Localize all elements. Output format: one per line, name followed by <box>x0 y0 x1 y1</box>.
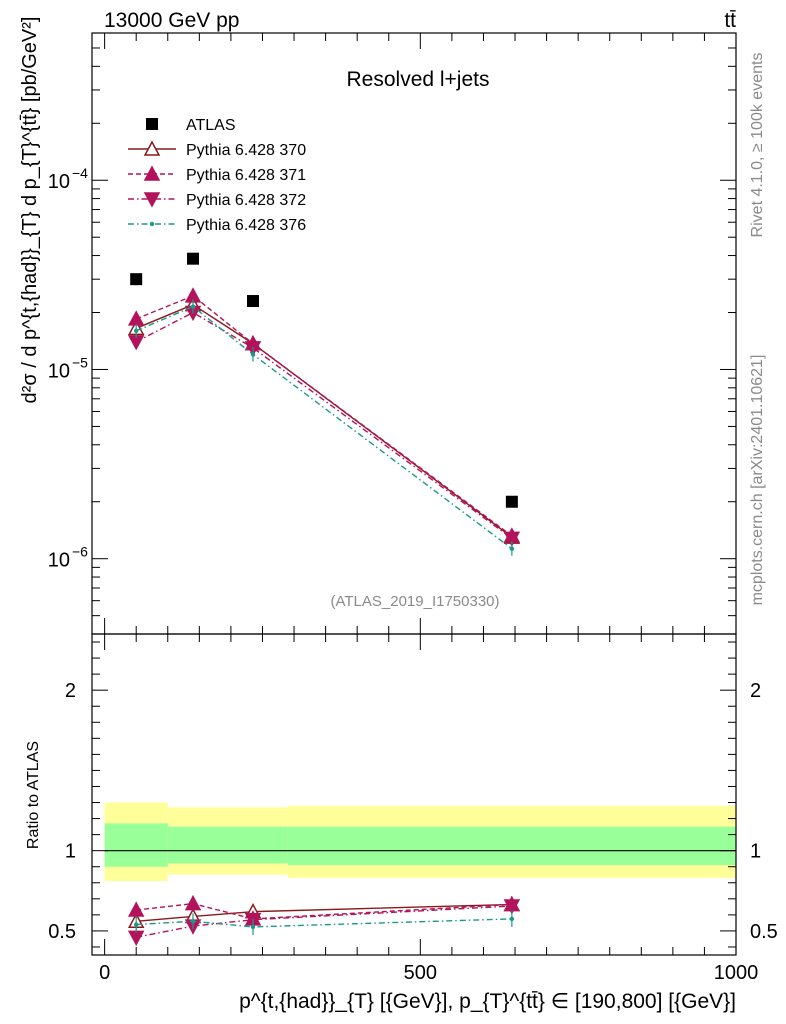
data-point <box>133 328 139 334</box>
data-point <box>190 304 196 309</box>
main-y-axis-label: d²σ / d p^{t,{had}}_{T} d p_{T}^{tt̄} [p… <box>19 17 41 404</box>
ratio-point <box>190 919 196 924</box>
ratio-point <box>509 916 515 922</box>
ratio-line <box>136 918 512 928</box>
rivet-version-label: Rivet 4.1.0, ≥ 100k events <box>749 53 766 238</box>
ratio-point <box>503 899 521 915</box>
ratio-line <box>136 902 512 920</box>
ratio-y-tick-label-right: 1 <box>750 841 761 863</box>
main-y-tick-exponent: −6 <box>72 544 88 560</box>
series-line <box>135 295 513 537</box>
legend-marker <box>146 118 158 130</box>
x-tick-label: 0 <box>99 962 110 984</box>
data-point <box>250 352 256 357</box>
process-label: tt̄ <box>724 9 736 32</box>
series-line <box>135 303 513 538</box>
ratio-point <box>184 895 202 911</box>
legend-marker <box>149 221 155 227</box>
ratio-y-tick-label: 0.5 <box>48 921 76 943</box>
legend-marker <box>143 192 161 208</box>
legend-label: Pythia 6.428 372 <box>186 192 306 209</box>
legend-marker <box>143 165 161 181</box>
data-point <box>505 495 518 508</box>
data-point <box>127 310 145 326</box>
main-y-tick-exponent: −5 <box>72 354 88 370</box>
ratio-frame <box>91 633 737 956</box>
x-tick-label: 500 <box>404 962 437 984</box>
series-line <box>135 305 513 550</box>
data-point <box>247 295 259 308</box>
chart-title: Resolved l+jets <box>347 68 490 91</box>
ratio-point <box>127 930 145 946</box>
series-line <box>135 311 513 539</box>
analysis-tag: (ATLAS_2019_I1750330) <box>330 593 499 610</box>
ratio-y-axis-label: Ratio to ATLAS <box>25 741 42 849</box>
uncertainty-band <box>104 823 168 867</box>
ratio-panel: 0.5 0.5 1 1 2 2 0 500 1000 <box>48 633 778 984</box>
series-pythia-6-428-370 <box>127 296 521 545</box>
ratio-y-tick-label: 1 <box>65 841 76 863</box>
ratio-y-tick-label: 2 <box>65 680 76 702</box>
main-y-tick-label: 10 <box>48 360 70 382</box>
series-pythia-6-428-371 <box>127 287 521 543</box>
ratio-series-pythia-6-428-376 <box>133 910 515 935</box>
legend: ATLAS Pythia 6.428 370 Pythia 6.428 371 Pyt… <box>128 117 306 234</box>
main-y-tick-label: 10 <box>48 550 70 572</box>
ratio-y-tick-label-right: 0.5 <box>750 921 778 943</box>
main-y-tick-label: 10 <box>48 171 70 193</box>
legend-label: Pythia 6.428 371 <box>186 167 306 184</box>
x-axis-label: p^{t,{had}}_{T} [{GeV}], p_{T}^{tt̄} ∈ [… <box>239 990 736 1013</box>
data-point <box>503 531 521 547</box>
data-point <box>187 252 200 265</box>
series-pythia-6-428-376 <box>133 299 515 556</box>
legend-label: Pythia 6.428 370 <box>186 142 306 159</box>
energy-label: 13000 GeV pp <box>104 9 239 32</box>
legend-label: Pythia 6.428 376 <box>186 217 306 234</box>
series-atlas <box>130 252 518 508</box>
uncertainty-band <box>287 826 736 866</box>
x-tick-label: 1000 <box>714 962 759 984</box>
ratio-point <box>127 901 145 917</box>
data-point <box>509 546 515 551</box>
ratio-point <box>250 924 256 930</box>
uncertainty-band <box>167 826 288 864</box>
ratio-line <box>136 903 512 922</box>
source-label: mcplots.cern.ch [arXiv:2401.10621] <box>749 355 766 606</box>
main-y-tick-exponent: −4 <box>72 165 88 181</box>
data-point <box>130 273 143 286</box>
legend-label: ATLAS <box>186 117 236 134</box>
ratio-point <box>133 922 139 927</box>
ratio-y-tick-label-right: 2 <box>750 680 761 702</box>
legend-marker <box>143 140 161 156</box>
ratio-line <box>136 905 512 939</box>
